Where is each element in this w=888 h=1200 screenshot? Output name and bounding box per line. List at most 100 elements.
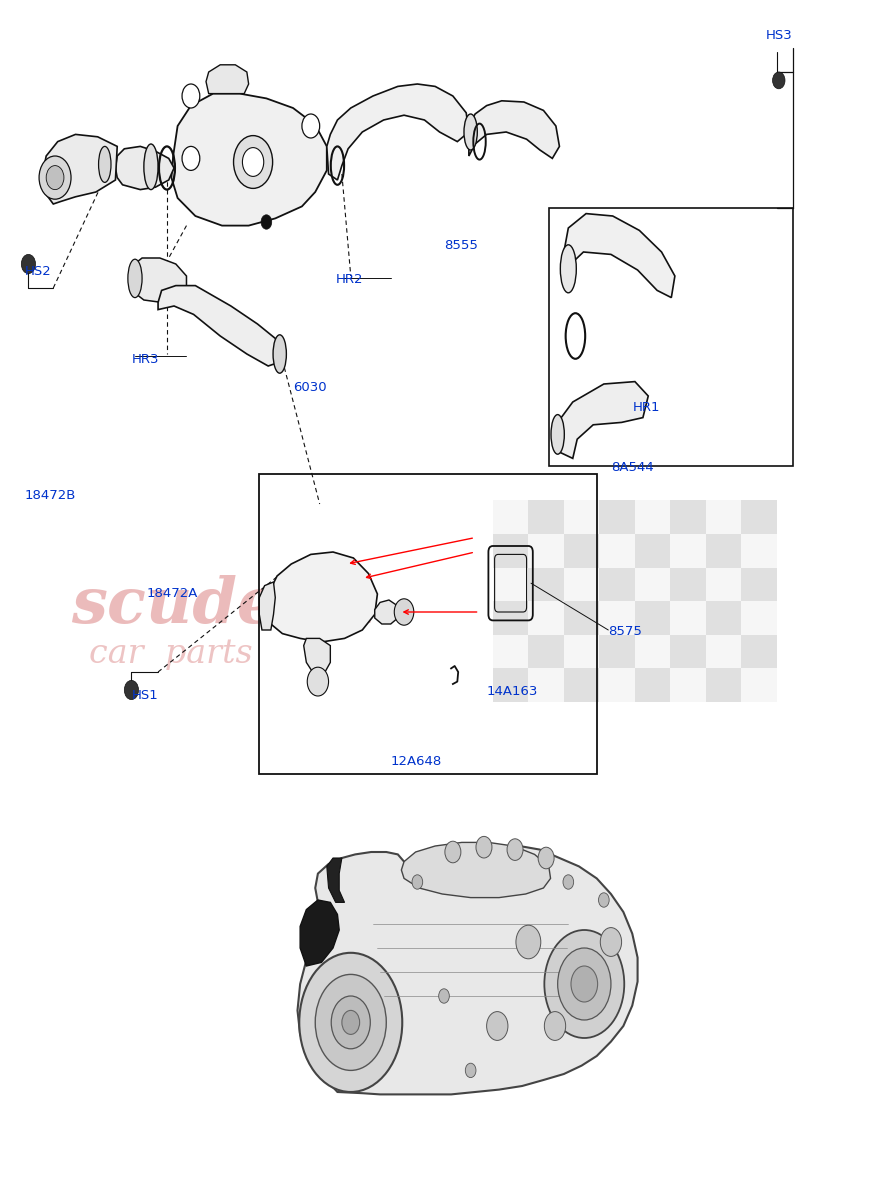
Text: 14A163: 14A163 [487, 685, 538, 698]
Ellipse shape [144, 144, 158, 190]
Circle shape [299, 953, 402, 1092]
Circle shape [39, 156, 71, 199]
Bar [599, 668, 635, 702]
Text: HR1: HR1 [632, 401, 660, 414]
Polygon shape [401, 842, 551, 898]
Polygon shape [297, 846, 638, 1094]
Polygon shape [327, 858, 345, 902]
Ellipse shape [464, 114, 478, 150]
Bar [549, 208, 793, 466]
Bar [706, 668, 741, 702]
Bar [259, 474, 597, 774]
Circle shape [465, 1063, 476, 1078]
Text: car  parts: car parts [89, 638, 252, 670]
Bar [564, 601, 599, 635]
Bar [599, 568, 635, 601]
Circle shape [234, 136, 273, 188]
Bar [670, 635, 706, 668]
Circle shape [182, 84, 200, 108]
Circle shape [302, 114, 320, 138]
Text: 12A648: 12A648 [391, 755, 442, 768]
Ellipse shape [128, 259, 142, 298]
Bar [599, 500, 635, 534]
Polygon shape [375, 600, 398, 624]
Bar [528, 500, 564, 534]
Polygon shape [327, 84, 469, 180]
Circle shape [538, 847, 554, 869]
Circle shape [261, 215, 272, 229]
Bar [670, 534, 706, 568]
Text: 18472A: 18472A [147, 587, 198, 600]
Circle shape [182, 146, 200, 170]
Polygon shape [555, 382, 648, 458]
Bar [635, 601, 670, 635]
Bar [493, 568, 528, 601]
Bar [706, 534, 741, 568]
Bar [528, 568, 564, 601]
Bar [599, 601, 635, 635]
Bar [670, 500, 706, 534]
Ellipse shape [560, 245, 576, 293]
Text: 8A544: 8A544 [611, 461, 654, 474]
Bar [599, 635, 635, 668]
Circle shape [331, 996, 370, 1049]
Ellipse shape [551, 415, 565, 454]
Circle shape [476, 836, 492, 858]
Bar [670, 601, 706, 635]
Polygon shape [304, 638, 330, 672]
Polygon shape [129, 258, 186, 302]
Circle shape [46, 166, 64, 190]
Bar [706, 568, 741, 601]
Text: HS1: HS1 [131, 689, 158, 702]
Bar [564, 668, 599, 702]
Polygon shape [115, 146, 174, 190]
Bar [528, 635, 564, 668]
Bar [741, 568, 777, 601]
Circle shape [412, 875, 423, 889]
Circle shape [342, 1010, 360, 1034]
Bar [493, 668, 528, 702]
Bar [635, 668, 670, 702]
Text: HR3: HR3 [131, 353, 159, 366]
Bar [741, 601, 777, 635]
Bar [706, 635, 741, 668]
Bar [528, 668, 564, 702]
Polygon shape [259, 582, 275, 630]
Bar [635, 500, 670, 534]
Text: HS3: HS3 [765, 29, 792, 42]
Circle shape [599, 893, 609, 907]
Bar [706, 500, 741, 534]
Circle shape [544, 930, 624, 1038]
Circle shape [507, 839, 523, 860]
Text: HS2: HS2 [25, 265, 52, 278]
Bar [670, 668, 706, 702]
Bar [635, 635, 670, 668]
Bar [493, 500, 528, 534]
Bar [564, 568, 599, 601]
Circle shape [439, 989, 449, 1003]
Circle shape [124, 680, 139, 700]
Bar [599, 534, 635, 568]
Circle shape [315, 974, 386, 1070]
Circle shape [242, 148, 264, 176]
Bar [528, 601, 564, 635]
Polygon shape [469, 101, 559, 158]
Text: 18472B: 18472B [25, 488, 76, 502]
Circle shape [487, 1012, 508, 1040]
Circle shape [773, 72, 785, 89]
Circle shape [445, 841, 461, 863]
Text: 8575: 8575 [608, 625, 642, 638]
Polygon shape [171, 94, 327, 226]
Bar [493, 635, 528, 668]
Bar [564, 534, 599, 568]
Text: HR2: HR2 [336, 272, 363, 286]
Polygon shape [300, 900, 339, 966]
Bar [741, 668, 777, 702]
Circle shape [600, 928, 622, 956]
Polygon shape [206, 65, 249, 94]
Ellipse shape [273, 335, 286, 373]
Circle shape [544, 1012, 566, 1040]
Bar [635, 568, 670, 601]
Bar [670, 568, 706, 601]
Circle shape [21, 254, 36, 274]
